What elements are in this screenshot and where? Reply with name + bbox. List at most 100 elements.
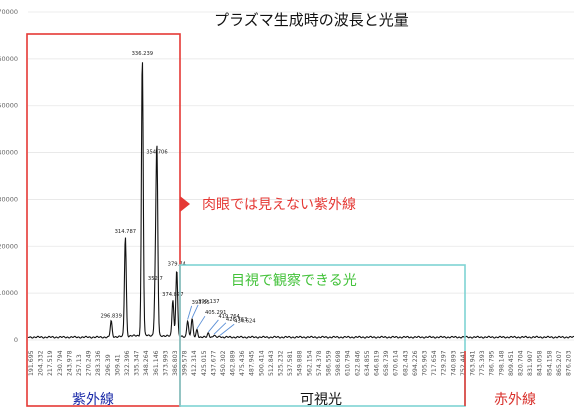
y-tick-label: 60000 [0,55,18,63]
x-tick-label: 752.441 [460,350,467,376]
y-tick-label: 70000 [0,8,18,16]
peak-label: 419.764 [218,314,240,320]
x-tick-label: 646.819 [374,350,381,376]
x-tick-label: 462.889 [230,350,237,376]
x-tick-label: 763.941 [469,350,476,376]
y-tick-label: 10000 [0,289,18,297]
x-tick-label: 598.698 [335,350,342,376]
peak-arrow [219,323,235,336]
x-tick-label: 705.963 [422,350,429,376]
x-tick-label: 309.41 [114,354,121,376]
peak-arrow [191,304,199,319]
x-tick-label: 296.39 [105,354,112,376]
x-tick-label: 729.297 [441,350,448,376]
x-tick-label: 500.414 [258,350,265,376]
x-tick-label: 717.654 [431,350,438,376]
x-tick-label: 537.581 [287,350,294,376]
x-tick-label: 412.314 [191,350,198,376]
x-tick-label: 475.436 [239,350,246,376]
x-tick-label: 243.978 [66,350,73,376]
peak-label: 314.787 [115,229,136,235]
peak-label: 434.624 [234,318,256,324]
peak-arrow [208,319,219,333]
x-tick-label: 775.393 [479,350,486,376]
x-tick-label: 670.614 [393,350,400,376]
peak-label: 352.7 [148,276,163,282]
peak-label: 393.55 [192,300,210,306]
x-tick-label: 437.677 [210,350,217,376]
uv-region-box [26,33,181,407]
x-tick-label: 865.207 [556,350,563,376]
x-tick-label: 694.226 [412,350,419,376]
x-tick-label: 217.519 [47,350,54,376]
x-tick-label: 373.993 [162,350,169,376]
uv-invisible-label: 肉眼では見えない紫外線 [202,197,356,213]
x-tick-label: 361.146 [153,350,160,376]
visible-region-label: 可視光 [300,392,342,408]
x-tick-labels: 191.695 204.332 217.519 230.794 243.978 257.1… [28,350,572,376]
x-tick-label: 191.695 [28,350,35,376]
x-tick-label: 322.396 [124,350,131,376]
y-tick-label: 40000 [0,149,18,157]
y-tick-label: 50000 [0,102,18,110]
x-tick-label: 622.846 [354,350,361,376]
chart-title: プラズマ生成時の波長と光量 [214,11,409,29]
x-tick-label: 525.232 [278,350,285,376]
peak-label: 296.839 [100,313,121,319]
y-tick-label: 0 [14,336,18,344]
x-tick-label: 798.148 [498,350,505,376]
x-tick-label: 876.203 [565,350,572,376]
peak-labels: 296.839 314.787 336.239 352.7 354.706 374.877… [100,51,256,324]
y-tick-label: 30000 [0,195,18,203]
chart-grid [28,11,574,341]
peak-arrow [196,315,206,329]
x-tick-label: 574.378 [316,350,323,376]
x-tick-label: 682.443 [402,350,409,376]
y-tick-label: 20000 [0,242,18,250]
x-tick-label: 634.855 [364,350,371,376]
uv-arrow [180,196,190,212]
x-tick-label: 257.13 [76,354,83,376]
x-tick-label: 549.888 [297,350,304,376]
x-tick-label: 230.794 [57,350,64,376]
x-tick-label: 399.578 [182,350,189,376]
x-tick-label: 562.154 [306,350,313,376]
x-tick-label: 386.803 [172,350,179,376]
peak-arrows [187,304,235,336]
x-tick-label: 512.843 [268,350,275,376]
x-tick-label: 854.158 [546,350,553,376]
x-tick-label: 586.559 [326,350,333,376]
ir-region-label: 赤外線 [494,392,536,408]
visible-region-box [179,264,466,407]
peak-label: 405.291 [205,310,226,316]
peak-label: 354.706 [146,149,167,155]
x-tick-label: 786.795 [489,350,496,376]
peak-label: 374.877 [162,292,183,298]
peak-label: 336.239 [132,51,153,57]
peak-label: 426.763 [226,317,247,323]
y-tick-labels: 0 10000 20000 30000 40000 50000 60000 70000 [0,8,18,344]
x-tick-label: 831.907 [527,350,534,376]
x-tick-label: 348.264 [143,350,150,376]
visible-light-label: 目視で観察できる光 [231,273,357,289]
x-tick-label: 450.302 [220,350,227,376]
peak-arrow [213,322,227,335]
x-tick-label: 740.893 [450,350,457,376]
spectrum-line [27,62,575,339]
x-tick-label: 425.015 [201,350,208,376]
x-tick-label: 843.058 [537,350,544,376]
x-tick-label: 658.739 [383,350,390,376]
peak-label: 399.137 [198,299,219,305]
x-tick-label: 610.794 [345,350,352,376]
x-tick-label: 283.336 [95,350,102,376]
x-tick-label: 820.704 [517,350,524,376]
peak-arrow [187,305,193,320]
x-tick-label: 204.332 [38,350,45,376]
uv-region-label: 紫外線 [72,392,114,408]
peak-label: 379.74 [168,262,187,268]
x-tick-label: 487.945 [249,350,256,376]
x-tick-label: 809.451 [508,350,515,376]
x-tick-label: 270.249 [86,350,93,376]
x-tick-label: 335.347 [134,350,141,376]
